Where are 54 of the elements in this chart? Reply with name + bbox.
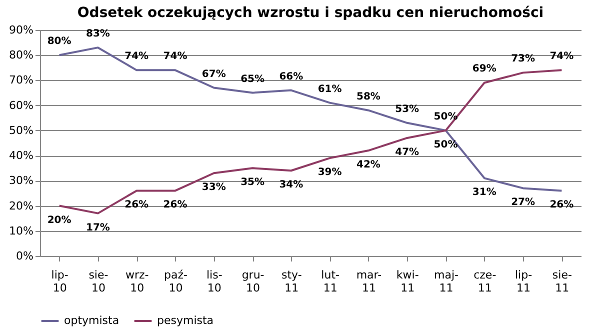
data-label: 26%: [163, 200, 188, 211]
x-tick-label: sty-11: [282, 268, 302, 294]
legend-label: pesymista: [157, 314, 214, 327]
y-tick-label: 60%: [9, 98, 34, 112]
x-tick-label: paź-10: [164, 268, 188, 294]
x-tick-label: lis-10: [206, 268, 222, 294]
data-label: 80%: [47, 36, 72, 48]
data-label: 27%: [511, 197, 536, 208]
data-label: 65%: [240, 74, 265, 85]
data-label: 42%: [356, 160, 380, 171]
y-tick-label: 50%: [9, 124, 34, 137]
y-tick-label: 70%: [9, 74, 34, 87]
data-label: 33%: [202, 182, 226, 194]
data-label: 35%: [240, 177, 265, 188]
data-label: 73%: [511, 54, 536, 65]
y-tick-label: 80%: [9, 48, 34, 62]
x-tick-label: wrz-10: [125, 268, 149, 294]
x-tick-label: maj-11: [434, 268, 459, 294]
data-label: 26%: [124, 200, 149, 211]
y-tick-label: 30%: [9, 174, 34, 188]
data-label: 50%: [434, 139, 458, 150]
data-label: 83%: [86, 28, 110, 40]
x-tick-label: lut-11: [321, 268, 340, 294]
x-tick-label: sie-10: [88, 268, 108, 294]
y-tick-label: 90%: [9, 24, 34, 36]
x-tick-label: mar-11: [356, 268, 382, 294]
legend-label: optymista: [64, 314, 120, 327]
data-label: 69%: [472, 64, 496, 75]
data-label: 74%: [163, 51, 188, 62]
data-label: 34%: [279, 180, 304, 191]
data-label: 66%: [279, 71, 304, 82]
x-tick-label: lip-11: [514, 268, 532, 294]
data-label: 17%: [86, 222, 110, 234]
data-label: 31%: [472, 187, 496, 198]
x-tick-label: sie-11: [552, 268, 572, 294]
x-tick-label: cze-11: [474, 268, 496, 294]
data-label: 20%: [47, 214, 72, 226]
y-tick-label: 10%: [9, 224, 34, 238]
y-tick-label: 20%: [9, 199, 34, 212]
x-tick-label: lip-10: [51, 268, 68, 294]
data-label: 26%: [550, 200, 574, 211]
data-label: 47%: [395, 146, 420, 158]
y-tick-label: 40%: [9, 149, 34, 162]
x-tick-label: gru-10: [242, 268, 264, 294]
data-label: 39%: [318, 167, 342, 178]
data-label: 67%: [202, 68, 226, 80]
data-label: 74%: [550, 51, 574, 62]
data-label: 53%: [395, 104, 420, 115]
data-label: 61%: [318, 84, 342, 95]
x-tick-label: kwi-11: [396, 268, 419, 294]
data-label: 58%: [356, 91, 380, 102]
chart-title: Odsetek oczekujących wzrostu i spadku cen nieruchomości: [77, 5, 544, 21]
data-label: 74%: [124, 51, 149, 62]
y-tick-label: 0%: [16, 250, 34, 262]
